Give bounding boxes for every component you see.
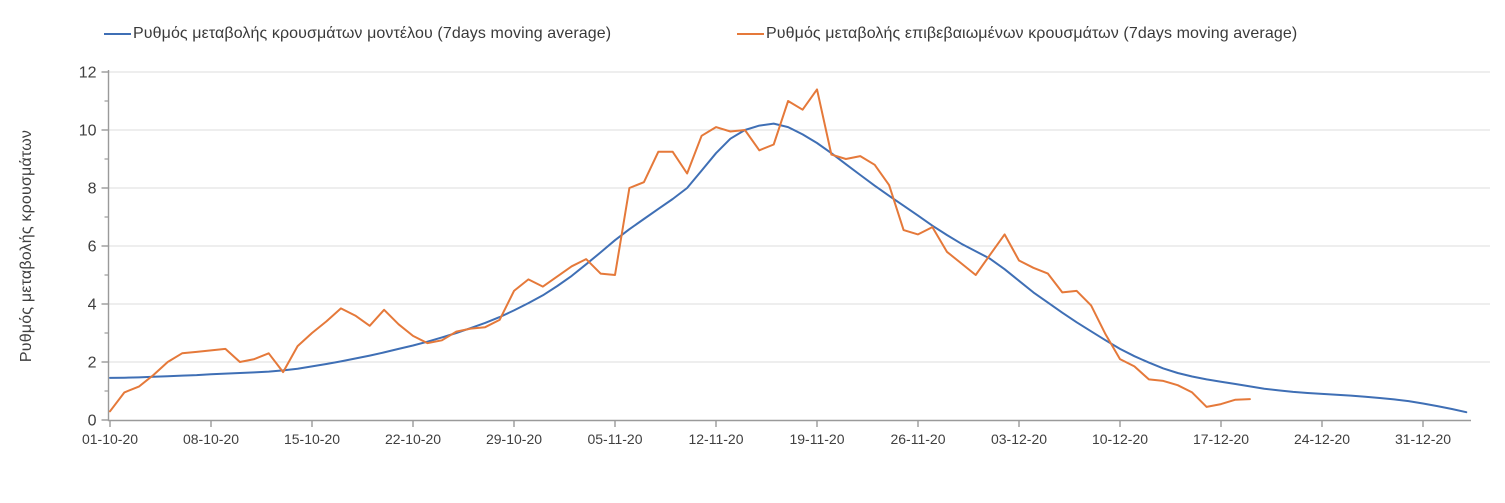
x-tick-label: 22-10-20 xyxy=(385,431,441,447)
x-tick-label: 05-11-20 xyxy=(587,431,642,447)
legend-label-model: Ρυθμός μεταβολής κρουσμάτων μοντέλου (7d… xyxy=(133,25,612,42)
x-tick-label: 31-12-20 xyxy=(1395,431,1451,447)
legend-swatch-confirmed-line xyxy=(737,33,764,35)
x-tick-label: 10-12-20 xyxy=(1092,431,1148,447)
x-tick-label: 15-10-20 xyxy=(284,431,340,447)
y-axis-title: Ρυθμός μεταβολής κρουσμάτων xyxy=(18,129,35,363)
y-tick-label: 10 xyxy=(79,123,97,140)
y-tick-label: 2 xyxy=(88,355,97,372)
x-tick-label: 17-12-20 xyxy=(1193,431,1249,447)
y-tick-label: 0 xyxy=(88,413,97,430)
y-tick-label: 4 xyxy=(88,297,97,314)
x-tick-label: 03-12-20 xyxy=(991,431,1047,447)
legend-item-model: Ρυθμός μεταβολής κρουσμάτων μοντέλου (7d… xyxy=(104,25,611,43)
x-tick-label: 08-10-20 xyxy=(183,431,239,447)
x-tick-label: 26-11-20 xyxy=(890,431,945,447)
y-tick-label: 12 xyxy=(79,65,97,82)
x-tick-label: 01-10-20 xyxy=(82,431,138,447)
confirmed-series-line xyxy=(109,88,1251,413)
x-tick-label: 29-10-20 xyxy=(486,431,542,447)
y-tick-label: 8 xyxy=(88,181,97,198)
legend-label-confirmed: Ρυθμός μεταβολής επιβεβαιωμένων κρουσμάτ… xyxy=(766,25,1298,42)
legend-item-confirmed: Ρυθμός μεταβολής επιβεβαιωμένων κρουσμάτ… xyxy=(737,25,1297,43)
legend-swatch-model-line xyxy=(104,33,131,35)
legend: Ρυθμός μεταβολής κρουσμάτων μοντέλου (7d… xyxy=(0,0,1505,50)
y-tick-label: 6 xyxy=(88,239,97,256)
x-tick-label: 19-11-20 xyxy=(789,431,844,447)
x-tick-label: 12-11-20 xyxy=(688,431,743,447)
model-series-line xyxy=(109,122,1468,414)
x-tick-label: 24-12-20 xyxy=(1294,431,1350,447)
